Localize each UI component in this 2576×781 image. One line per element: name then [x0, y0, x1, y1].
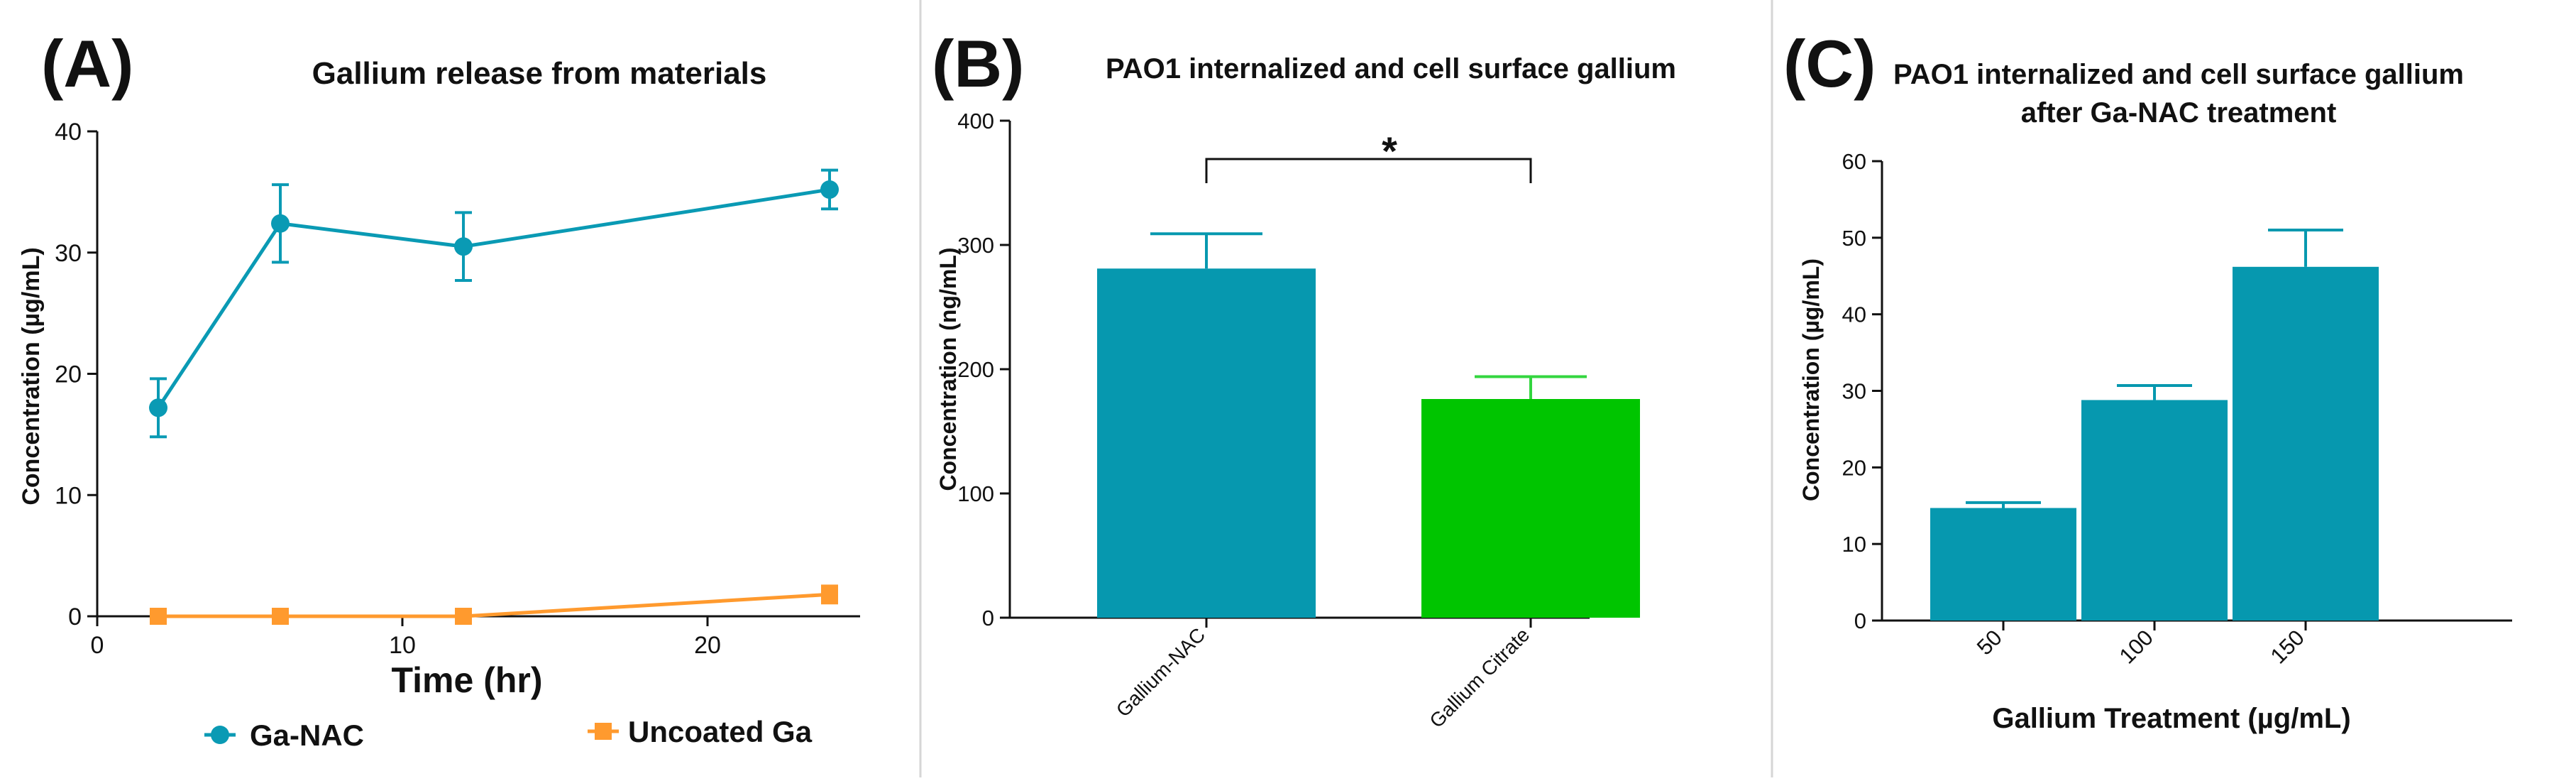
panel-b-title: PAO1 internalized and cell surface galli…: [1106, 53, 1676, 84]
significance-bracket: [1205, 158, 1532, 183]
panel-c-bar-100: [2081, 400, 2228, 621]
panel-b-bar-gallium-nac: [1097, 268, 1316, 618]
panel-c-title: PAO1 internalized and cell surface galli…: [1893, 59, 2464, 90]
panel-a-y-tick-label: 0: [68, 604, 82, 630]
panel-c-y-tick-label: 40: [1842, 302, 1866, 327]
panel-a-y-tick-label: 30: [55, 240, 82, 267]
series-line-uncoated-ga: [158, 592, 830, 618]
data-point-ga-nac: [454, 237, 473, 256]
panel-c-ylabel: Concentration (µg/mL): [1798, 258, 1824, 501]
series-line-ga-nac: [156, 187, 830, 409]
panel-c-letter: (C): [1783, 26, 1876, 101]
data-point-uncoated-ga: [272, 608, 289, 625]
panel-a-x-tick-label: 0: [91, 632, 104, 659]
panel-b-plot: 0 100 200 300 400 Gallium-NAC Gallium Citrate: [957, 109, 1640, 732]
legend-marker-ga-nac: [211, 726, 229, 744]
panel-a-x-tick-label: 20: [694, 632, 721, 659]
panel-c-plot: 0 10 20 30 40 50 60 50 100 150: [1842, 149, 2512, 669]
panel-b-bar-gallium-citrate: [1421, 399, 1640, 618]
legend-label-uncoated: Uncoated Ga: [628, 715, 813, 748]
panel-a-ylabel: Concentration (µg/mL): [18, 247, 45, 505]
panel-c-y-tick-label: 60: [1842, 149, 1866, 174]
panel-a-plot: 0 10 20 30 40 0 10 20: [55, 119, 860, 659]
panel-c-y-tick-label: 10: [1842, 532, 1866, 557]
panel-c-y-tick-label: 50: [1842, 226, 1866, 251]
panel-c-y-tick-label: 0: [1854, 608, 1866, 633]
data-point-ga-nac: [820, 180, 839, 199]
panel-c-y-tick-label: 20: [1842, 455, 1866, 480]
panel-c-bar-150: [2233, 266, 2379, 621]
panel-b-y-tick-label: 400: [957, 109, 994, 133]
data-point-ga-nac: [149, 398, 167, 417]
panel-a-letter: (A): [41, 26, 134, 101]
panel-c-x-tick-label: 50: [1972, 625, 2007, 660]
panel-c-bar-50: [1930, 508, 2076, 621]
panel-a-y-tick-label: 20: [55, 361, 82, 388]
panel-a-x-tick-label: 10: [389, 632, 416, 659]
panel-b-ylabel: Concentration (ng/mL): [935, 247, 961, 491]
panel-c-x-tick-label: 100: [2115, 625, 2158, 668]
data-point-uncoated-ga: [821, 586, 838, 604]
panel-b-y-tick-label: 300: [957, 233, 994, 258]
panel-b-x-tick-label: Gallium Citrate: [1425, 623, 1534, 732]
significance-star: *: [1382, 129, 1397, 173]
panel-b-y-tick-label: 200: [957, 357, 994, 382]
panel-a-title: Gallium release from materials: [312, 56, 767, 91]
legend-label-ga-nac: Ga-NAC: [250, 719, 364, 752]
panel-b-y-tick-label: 0: [982, 606, 994, 630]
panel-b-letter: (B): [932, 26, 1025, 101]
data-point-uncoated-ga: [150, 608, 167, 625]
legend-marker-uncoated: [595, 723, 612, 740]
panel-a-y-tick-label: 10: [55, 482, 82, 509]
panel-a-xlabel: Time (hr): [392, 660, 543, 700]
panel-c-x-tick-label: 150: [2266, 625, 2309, 668]
panel-c-title-line2: after Ga-NAC treatment: [2021, 97, 2337, 129]
panel-c-xlabel: Gallium Treatment (µg/mL): [1992, 703, 2350, 734]
data-point-ga-nac: [271, 214, 290, 233]
panel-c-y-tick-label: 30: [1842, 379, 1866, 404]
panel-b-x-tick-label: Gallium-NAC: [1112, 623, 1209, 721]
panel-a-y-tick-label: 40: [55, 119, 82, 146]
data-point-uncoated-ga: [455, 608, 472, 625]
panel-b-y-tick-label: 100: [957, 481, 994, 506]
